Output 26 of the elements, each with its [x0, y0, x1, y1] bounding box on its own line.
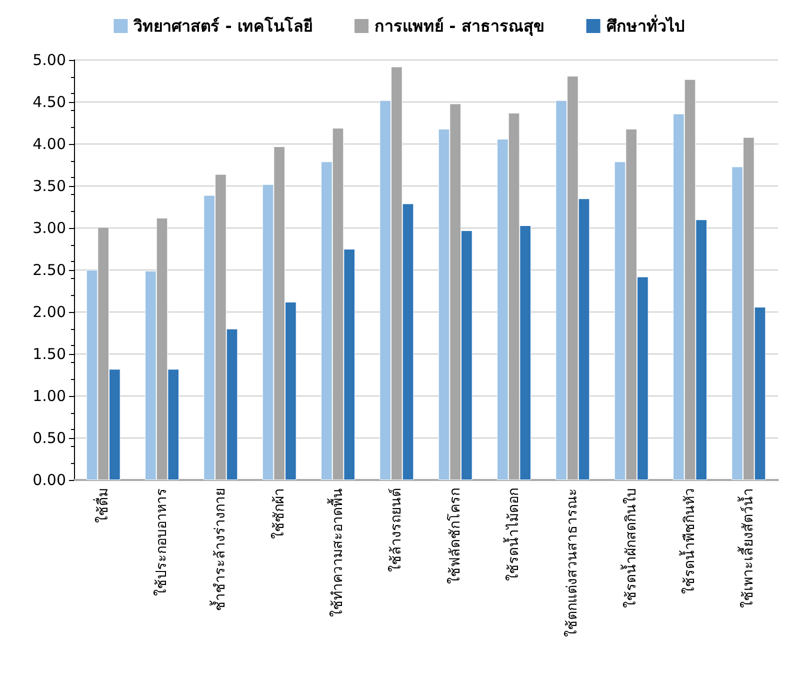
y-tick-label: 5.00 [32, 51, 66, 69]
y-tick-label: 0.00 [32, 471, 66, 489]
y-tick-label: 4.50 [32, 93, 66, 111]
x-tick-label: ใช้รดน้ำพืชกินหัว [679, 488, 698, 594]
y-tick-label: 3.50 [32, 177, 66, 195]
legend-label: วิทยาศาสตร์ - เทคโนโลยี [132, 16, 312, 36]
x-tick-label: ช้ำชำระล้างร่างกาย [210, 488, 229, 611]
y-tick-label: 3.00 [32, 219, 66, 237]
x-tick-label: ใช้ฟลัดชักโครก [446, 488, 464, 584]
x-tick-label: ใช้ตกแต่งสวนสาธารณะ [564, 488, 581, 637]
y-tick-label: 4.00 [32, 135, 66, 153]
y-tick-label: 1.50 [32, 345, 66, 363]
y-tick-label: 2.50 [32, 261, 66, 279]
x-tick-label: ใช้รดน้ำผักสดกินใบ [620, 488, 640, 608]
y-tick-label: 0.50 [32, 429, 66, 447]
x-tick-label: ใช้รดน้ำไม้ดอก [503, 488, 522, 581]
x-tick-label: ใช้ดื่ม [93, 488, 112, 523]
y-tick-label: 1.00 [32, 387, 66, 405]
x-tick-label: ใช้ประกอบอาหาร [153, 488, 170, 596]
x-tick-label: ใช้ล้างรถยนต์ [388, 488, 405, 572]
x-tick-label: ใช้ซักผ้า [270, 488, 288, 539]
legend-label: การแพทย์ - สาธารณสุข [374, 16, 544, 36]
x-tick-label: ใช้ทำความสะอาดพื้น [327, 488, 346, 617]
y-tick-label: 2.00 [32, 303, 66, 321]
legend-label: ศึกษาทั่วไป [606, 14, 684, 36]
x-tick-label: ใช้เพาะเลี้ยงสัตว์น้ำ [738, 488, 757, 608]
